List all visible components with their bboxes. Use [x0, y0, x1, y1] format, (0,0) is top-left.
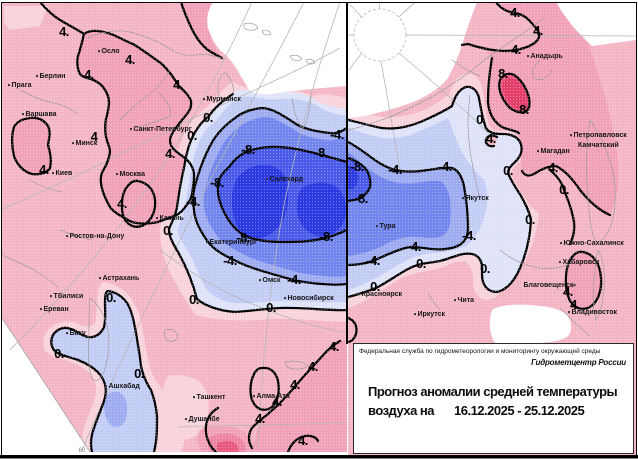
title-line1: Прогноз аномалии средней температуры — [368, 384, 618, 399]
title-dates: 16.12.2025 - 25.12.2025 — [454, 403, 585, 418]
agency-name: Гидрометцентр России — [531, 358, 626, 367]
title-line2-prefix: воздуха на — [368, 403, 435, 418]
agency-small-text: Федеральная служба по гидрометеорологии … — [359, 348, 601, 355]
forecast-title: Прогноз аномалии средней температуры воз… — [368, 382, 630, 420]
info-box: Федеральная служба по гидрометеорологии … — [353, 343, 634, 454]
